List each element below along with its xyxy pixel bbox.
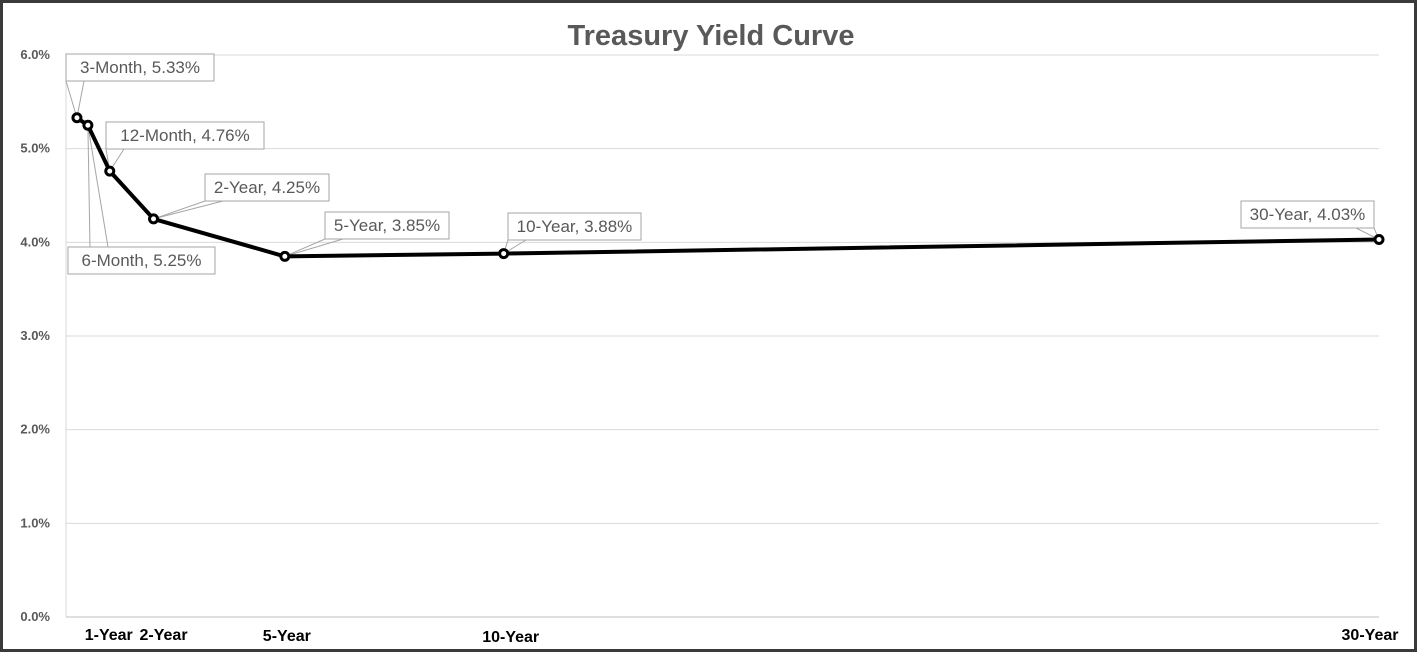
label-leader-line (284, 238, 326, 257)
x-tick-label: 10-Year (482, 629, 539, 646)
data-label-text: 2-Year, 4.25% (214, 178, 320, 197)
data-labels: 3-Month, 5.33% 6-Month, 5.25% 12-Month, 4.… (65, 53, 1375, 275)
data-point[interactable] (82, 119, 94, 131)
label-leader-line (76, 80, 85, 118)
data-label-box (1240, 200, 1375, 229)
data-label-text: 3-Month, 5.33% (80, 58, 200, 77)
data-label-leaders (65, 80, 1380, 257)
data-label-text: 5-Year, 3.85% (334, 216, 440, 235)
data-label-text: 10-Year, 3.88% (517, 217, 633, 236)
x-tick-label: 1-Year (85, 627, 133, 644)
x-tick-label: 2-Year (140, 627, 188, 644)
data-label: 6-Month, 5.25% (67, 246, 216, 275)
label-leader-line (153, 200, 224, 220)
y-tick-label: 3.0% (20, 328, 50, 343)
y-tick-label: 4.0% (20, 234, 50, 249)
label-leader-line (87, 125, 109, 248)
label-leader-line (284, 238, 344, 257)
data-label-text: 30-Year, 4.03% (1250, 205, 1366, 224)
chart-title: Treasury Yield Curve (568, 20, 855, 52)
data-label: 30-Year, 4.03% (1240, 200, 1375, 229)
y-tick-label: 0.0% (20, 609, 50, 624)
data-label-box (507, 212, 642, 241)
x-tick-label: 30-Year (1342, 627, 1399, 644)
data-label: 5-Year, 3.85% (324, 211, 450, 240)
data-label-box (324, 211, 450, 240)
y-axis: 0.0% 1.0% 2.0% 3.0% 4.0% 5.0% 6.0% (20, 47, 50, 624)
data-label-box (65, 53, 215, 82)
series-layer (71, 112, 1385, 262)
data-label-text: 6-Month, 5.25% (81, 251, 201, 270)
grid-lines (65, 54, 1379, 618)
data-label: 10-Year, 3.88% (507, 212, 642, 241)
data-label: 2-Year, 4.25% (204, 173, 330, 202)
y-tick-label: 6.0% (20, 47, 50, 62)
data-point[interactable] (148, 213, 160, 225)
y-tick-label: 2.0% (20, 422, 50, 437)
data-point[interactable] (1373, 234, 1385, 246)
data-label-box (67, 246, 216, 275)
data-point[interactable] (498, 248, 510, 260)
yield-curve-chart: Treasury Yield Curve 0.0% 1.0% 2.0% 3.0% 4.0… (20, 20, 1399, 646)
data-label: 12-Month, 4.76% (105, 121, 265, 150)
x-tick-label: 5-Year (263, 628, 311, 645)
label-leader-line (153, 200, 206, 220)
data-point[interactable] (279, 250, 291, 262)
data-label-box (105, 121, 265, 150)
label-leader-line (65, 80, 78, 118)
label-leader-line (87, 125, 91, 248)
data-label: 3-Month, 5.33% (65, 53, 215, 82)
y-tick-label: 1.0% (20, 515, 50, 530)
data-point[interactable] (104, 165, 116, 177)
x-axis: 1-Year 2-Year 5-Year 10-Year 30-Year (85, 627, 1399, 646)
data-label-box (204, 173, 330, 202)
data-label-text: 12-Month, 4.76% (120, 126, 249, 145)
data-point[interactable] (71, 112, 83, 124)
y-tick-label: 5.0% (20, 141, 50, 156)
